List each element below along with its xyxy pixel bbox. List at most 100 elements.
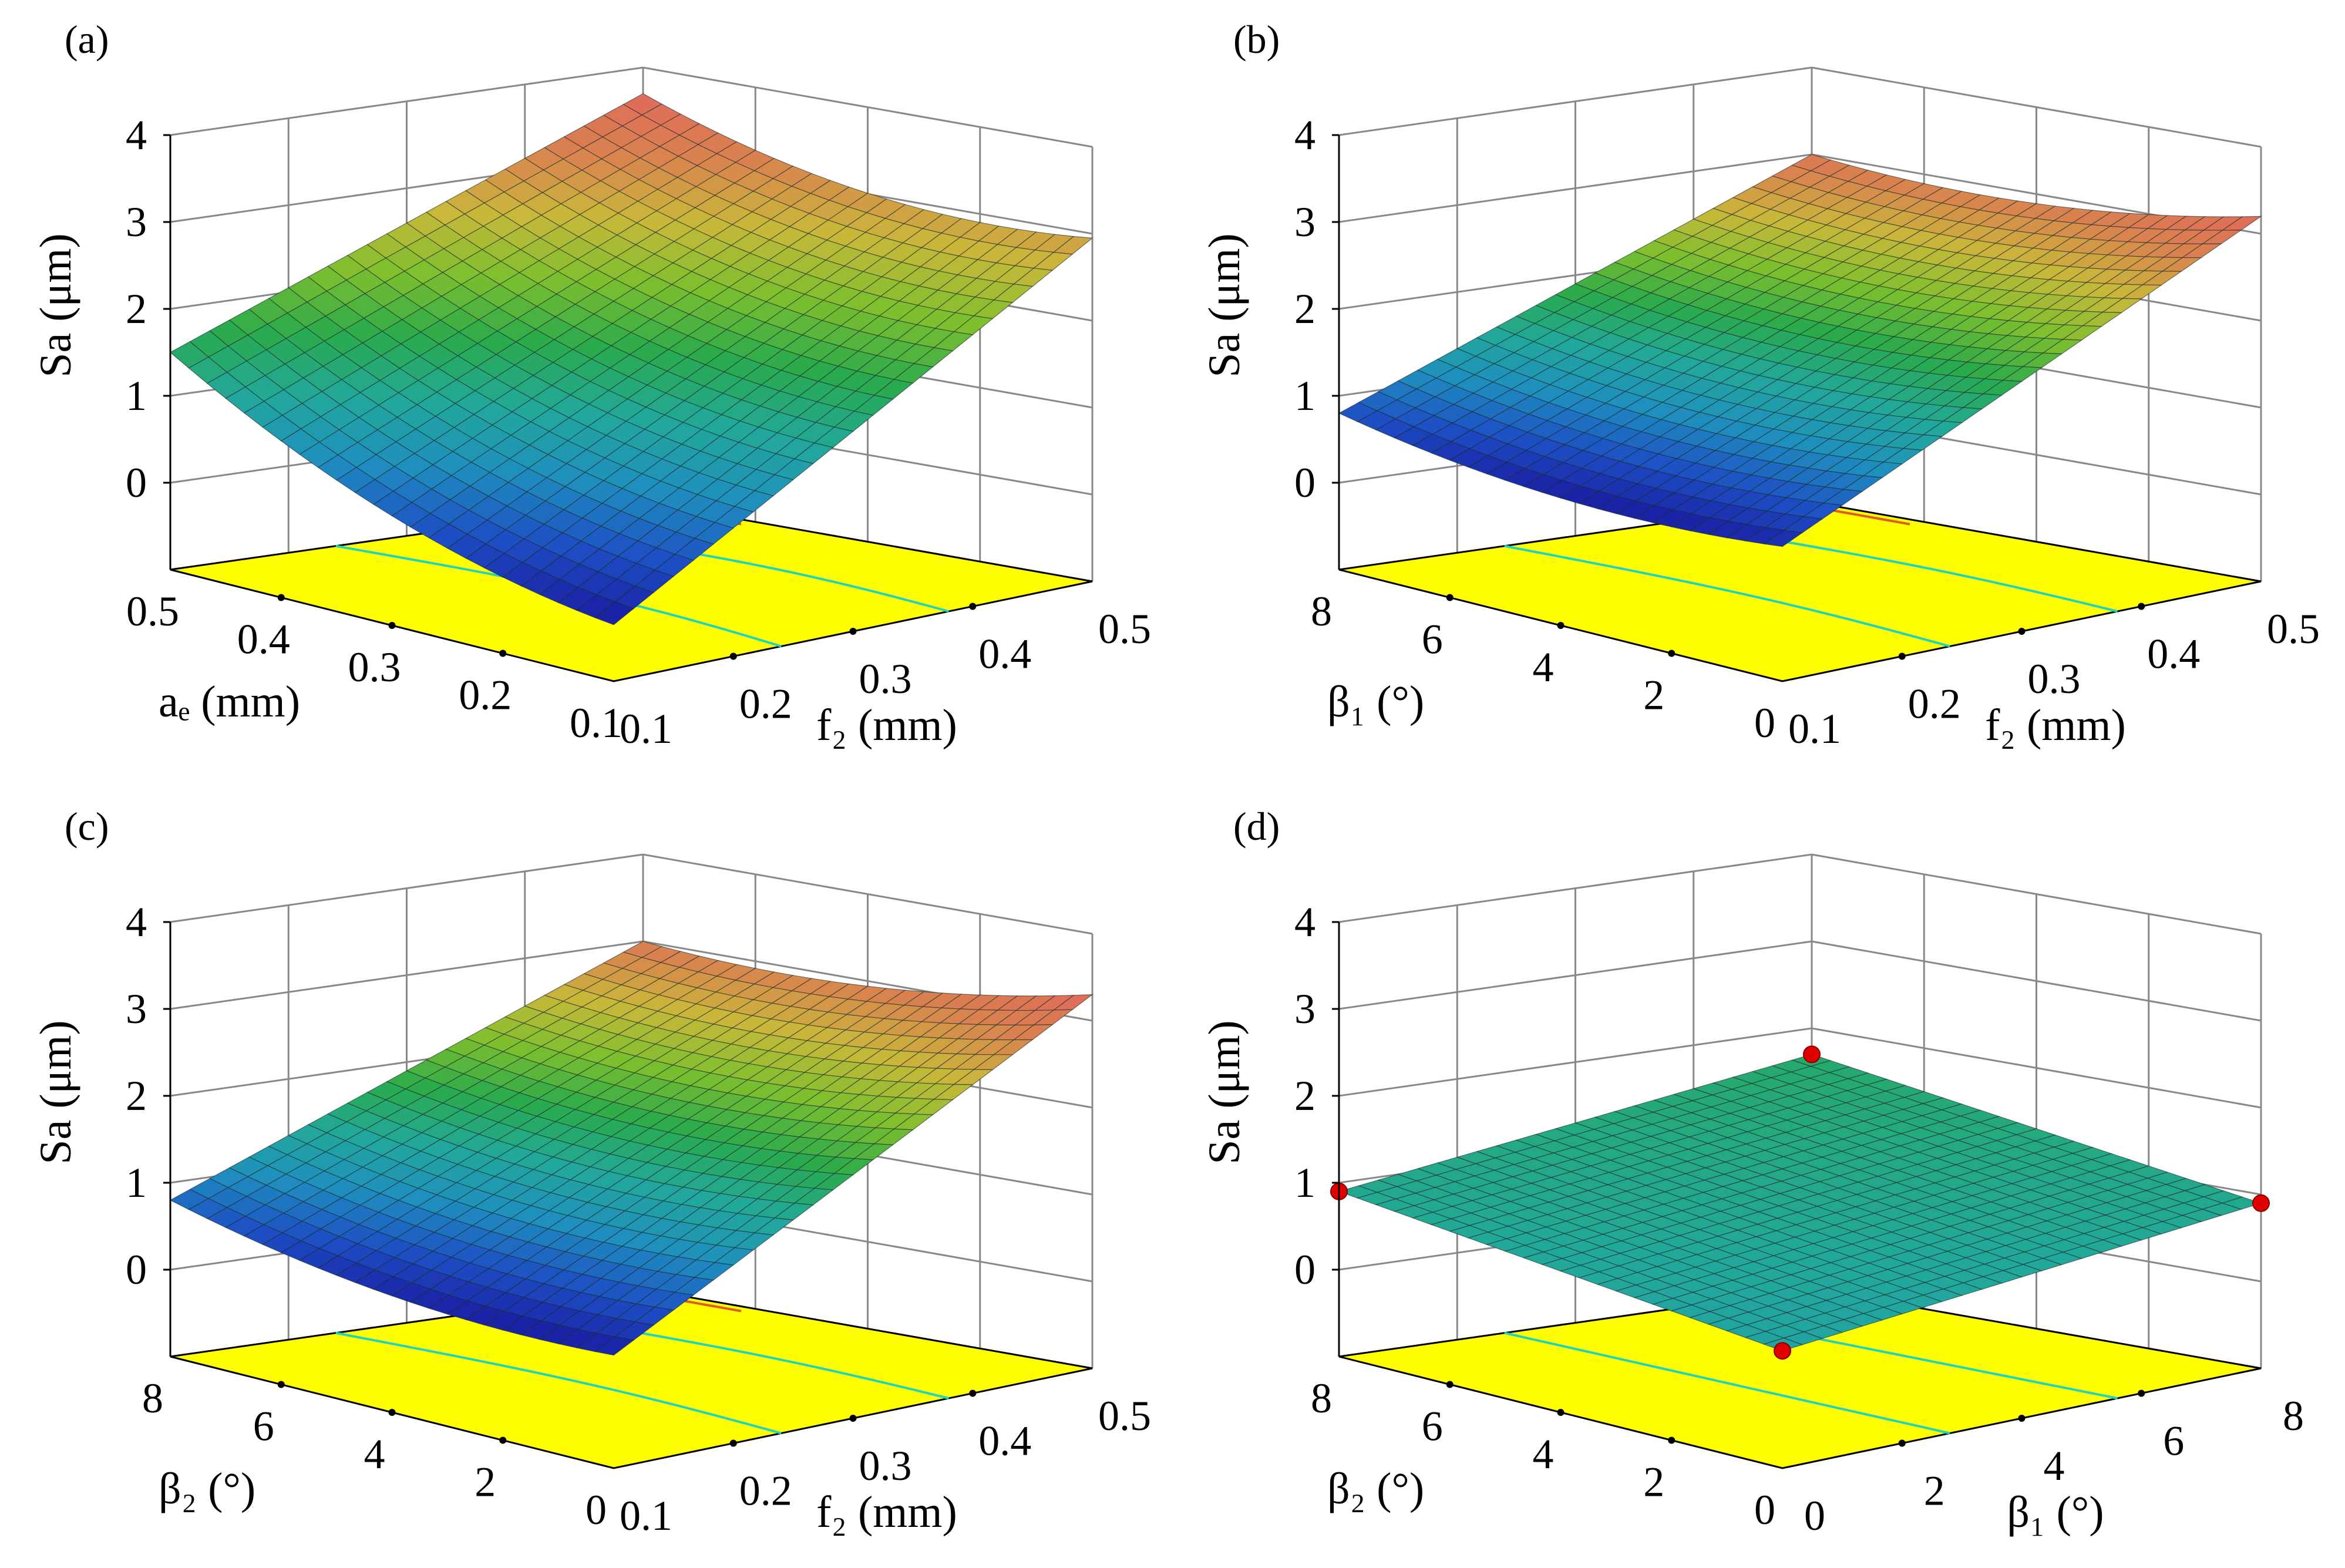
floor-ticks [277, 1381, 977, 1447]
tick-mark [277, 594, 285, 601]
z-tick-label: 4 [1294, 899, 1316, 945]
y-tick-label: 0.2 [739, 1468, 792, 1515]
contour-line [1504, 544, 1950, 648]
panel-b: 0 1 2 3 4 Sa (μm) 8 6 4 2 0 β₁ (°) 0.1 0.2 0.3 0.4 0.5 f₂… [1175, 0, 2326, 775]
z-tick-label: 2 [126, 1072, 147, 1119]
response-surface [169, 93, 1094, 625]
z-tick-label: 1 [126, 372, 147, 419]
tick-mark [969, 1389, 977, 1397]
y-axis-label: f₂ (mm) [816, 701, 957, 750]
z-tick-label: 3 [126, 198, 147, 245]
y-tick-label: 0.4 [978, 1418, 1031, 1465]
z-tick-label: 1 [1294, 1159, 1316, 1206]
contour-line [1504, 1331, 1950, 1435]
z-tick-label: 0 [1294, 459, 1316, 506]
y-tick-label: 0.3 [2028, 655, 2081, 702]
z-tick-label: 2 [1294, 285, 1316, 332]
x-axis-label: β₁ (°) [1327, 677, 1424, 726]
tick-mark [388, 1409, 396, 1416]
panel-label: (a) [65, 17, 109, 62]
tick-mark [2018, 628, 2026, 635]
x-tick-label: 2 [475, 1459, 496, 1506]
y-axis: 0.1 0.2 0.3 0.4 0.5 f₂ (mm) [620, 1392, 1151, 1539]
panel-d: 0 1 2 3 4 Sa (μm) 8 6 4 2 0 β₂ (°) 0 2 4 6 8 β₁ (°) (d) [1175, 787, 2326, 1562]
z-axis: 0 1 2 3 4 Sa (μm) [1200, 899, 1340, 1357]
x-tick-label: 2 [1643, 672, 1664, 719]
z-tick-label: 1 [126, 1159, 147, 1206]
floor-ticks [1446, 1381, 2145, 1447]
panel-c-plot: 0 1 2 3 4 Sa (μm) 8 6 4 2 0 β₂ (°) 0.1 0.2 0.3 0.4 0.5 f₂… [31, 804, 1151, 1539]
tick-mark [277, 1381, 285, 1388]
y-tick-label: 0.5 [1098, 605, 1151, 652]
design-point [2252, 1194, 2270, 1212]
surface-facet [1762, 530, 1804, 547]
x-axis: 0.5 0.4 0.3 0.2 0.1 aₑ (mm) [126, 588, 623, 746]
y-axis-label: β₁ (°) [2007, 1488, 2104, 1537]
tick-mark [1446, 594, 1454, 601]
y-tick-label: 0.4 [978, 631, 1031, 678]
panel-label: (d) [1233, 804, 1280, 849]
floor-ticks [277, 594, 977, 660]
y-axis: 0 2 4 6 8 β₁ (°) [1804, 1392, 2304, 1539]
z-tick-label: 4 [126, 899, 147, 945]
floor-plane [1338, 1288, 2262, 1469]
x-tick-label: 4 [364, 1431, 385, 1478]
tick-mark [969, 603, 977, 610]
z-axis-label: Sa (μm) [31, 233, 80, 377]
tick-mark [2018, 1415, 2026, 1422]
x-tick-label: 6 [1422, 1403, 1443, 1450]
tick-mark [1898, 652, 1906, 660]
response-surface [169, 941, 1094, 1356]
response-surface [1338, 1054, 2262, 1351]
tick-mark [1898, 1439, 1906, 1447]
x-tick-label: 0 [1754, 699, 1775, 746]
response-surface [1338, 154, 2262, 547]
z-tick-label: 0 [1294, 1246, 1316, 1293]
y-tick-label: 0.3 [859, 655, 912, 702]
tick-mark [849, 1415, 857, 1422]
x-axis-label: β₂ (°) [159, 1464, 255, 1513]
x-tick-label: 0.1 [570, 699, 623, 746]
z-tick-label: 2 [1294, 1072, 1316, 1119]
tick-mark [729, 1439, 737, 1447]
floor-ticks [1446, 594, 2145, 660]
y-tick-label: 0.1 [1788, 705, 1841, 752]
surface-facet [594, 601, 635, 625]
x-tick-label: 0.2 [459, 672, 512, 719]
z-axis: 0 1 2 3 4 Sa (μm) [31, 899, 171, 1357]
tick-mark [849, 628, 857, 635]
tick-mark [388, 622, 396, 629]
tick-mark [499, 1436, 507, 1444]
tick-mark [1557, 1409, 1565, 1416]
y-tick-label: 4 [2044, 1442, 2065, 1489]
x-axis-label: β₂ (°) [1327, 1464, 1424, 1513]
y-tick-label: 2 [1924, 1468, 1945, 1515]
y-tick-label: 0.4 [2147, 631, 2200, 678]
x-tick-label: 0.3 [348, 644, 401, 691]
panel-a: 0 1 2 3 4 Sa (μm) 0.5 0.4 0.3 0.2 0.1 aₑ (mm) 0.1 0.2… [6, 0, 1157, 775]
y-axis: 0.1 0.2 0.3 0.4 0.5 f₂ (mm) [620, 605, 1151, 752]
x-tick-label: 0.5 [126, 588, 179, 635]
y-axis: 0.1 0.2 0.3 0.4 0.5 f₂ (mm) [1788, 605, 2320, 752]
tick-mark [1446, 1381, 1454, 1388]
z-axis-label: Sa (μm) [1200, 233, 1249, 377]
surface-facet [594, 1336, 635, 1356]
y-tick-label: 6 [2163, 1418, 2184, 1465]
panel-label: (b) [1233, 17, 1280, 62]
x-axis: 8 6 4 2 0 β₁ (°) [1311, 588, 1775, 746]
z-axis-label: Sa (μm) [31, 1020, 80, 1164]
x-tick-label: 4 [1533, 1431, 1554, 1478]
z-tick-label: 3 [1294, 985, 1316, 1032]
z-tick-label: 3 [1294, 198, 1316, 245]
y-tick-label: 8 [2283, 1392, 2304, 1439]
y-tick-label: 0.2 [739, 681, 792, 728]
x-tick-label: 8 [1311, 1375, 1332, 1422]
contour-line [335, 1331, 782, 1435]
x-tick-label: 0 [1754, 1486, 1775, 1533]
y-tick-label: 0.3 [859, 1442, 912, 1489]
tick-mark [2138, 603, 2145, 610]
x-tick-label: 8 [1311, 588, 1332, 635]
z-axis: 0 1 2 3 4 Sa (μm) [31, 112, 171, 570]
tick-mark [2138, 1389, 2145, 1397]
